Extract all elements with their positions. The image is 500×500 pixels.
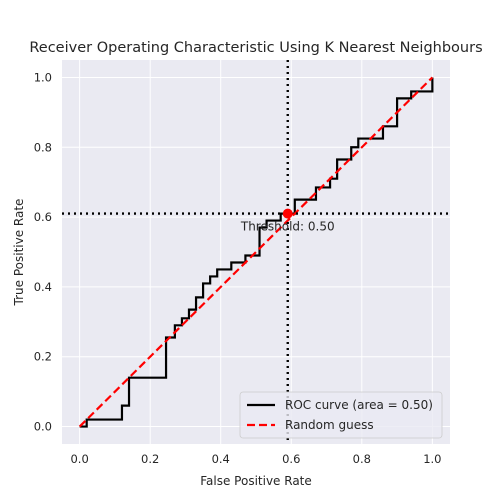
chart-title: Receiver Operating Characteristic Using … [29, 40, 482, 56]
legend-label-roc: ROC curve (area = 0.50) [285, 398, 433, 412]
x-axis-label: False Positive Rate [200, 474, 312, 488]
y-axis-label: True Positive Rate [12, 199, 26, 307]
y-tick-label: 0.0 [34, 420, 52, 434]
threshold-label: Threshold: 0.50 [240, 220, 335, 234]
x-tick-label: 0.6 [282, 452, 300, 466]
y-tick-label: 0.4 [34, 280, 52, 294]
threshold-point [283, 209, 293, 219]
legend: ROC curve (area = 0.50) Random guess [240, 392, 442, 438]
y-tick-label: 0.2 [34, 350, 52, 364]
y-tick-label: 1.0 [34, 70, 52, 84]
x-tick-label: 0.0 [70, 452, 88, 466]
y-tick-label: 0.6 [34, 210, 52, 224]
x-tick-label: 0.4 [212, 452, 230, 466]
x-tick-label: 1.0 [423, 452, 441, 466]
x-tick-label: 0.2 [141, 452, 159, 466]
y-tick-label: 0.8 [34, 140, 52, 154]
x-tick-label: 0.8 [353, 452, 371, 466]
legend-label-random: Random guess [285, 418, 374, 432]
